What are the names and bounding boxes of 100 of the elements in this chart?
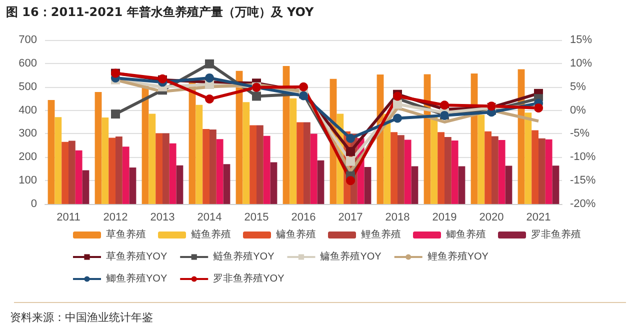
text: 资料来源：中国渔业统计年鉴 (10, 310, 153, 325)
y-tick-label: 100 (18, 174, 37, 187)
bar (404, 140, 412, 204)
bar (102, 118, 109, 204)
y2-tick-label: -5% (570, 128, 590, 140)
point (346, 156, 355, 166)
bar (545, 139, 552, 204)
point (346, 134, 355, 143)
bar (68, 140, 76, 204)
legend-label: 鲤鱼养殖YOY (427, 250, 489, 262)
y-tick-label: 300 (18, 128, 37, 140)
point (299, 82, 308, 92)
bar (162, 133, 170, 204)
legend-label: 草鱼养殖YOY (106, 250, 168, 262)
legend-label: 鲢鱼养殖 (191, 228, 231, 240)
y-tick-label: 500 (18, 80, 37, 93)
legend-label: 鲢鱼养殖YOY (213, 250, 275, 262)
bar (492, 136, 498, 204)
x-tick-label: 2020 (479, 212, 504, 224)
legend-label: 鲤鱼养殖 (361, 228, 401, 240)
bar (148, 114, 156, 204)
x-tick-label: 2013 (150, 212, 175, 224)
bar (364, 166, 372, 204)
bar (176, 165, 184, 204)
bar (524, 112, 532, 204)
bar (108, 138, 116, 204)
y-tick-label: 700 (18, 34, 37, 46)
point (393, 114, 402, 123)
point (440, 100, 449, 110)
x-tick-label: 2012 (103, 212, 128, 224)
point (205, 59, 214, 68)
bar (242, 102, 250, 204)
bar (552, 166, 560, 204)
legend-label: 鲫鱼养殖 (446, 228, 486, 240)
point (393, 100, 402, 109)
x-tick-label: 2011 (56, 212, 80, 224)
y-tick-label: 600 (18, 57, 37, 70)
point (205, 73, 214, 82)
bar (478, 114, 485, 204)
y2-tick-label: 5% (570, 80, 586, 93)
bar (250, 125, 256, 204)
bar (210, 129, 216, 204)
bar (116, 136, 122, 204)
bar (532, 130, 538, 204)
y-tick-label: 200 (18, 151, 37, 164)
bar (94, 92, 102, 204)
bar (75, 150, 82, 204)
bar (444, 136, 452, 204)
bar (54, 117, 62, 204)
bar (129, 167, 136, 204)
x-tick-label: 2014 (197, 212, 222, 224)
bar (196, 104, 203, 204)
y-tick-label: 400 (18, 104, 37, 116)
bar (216, 139, 224, 204)
bar (263, 136, 270, 204)
bar (270, 162, 278, 204)
y2-tick-label: 10% (570, 57, 592, 70)
bar (122, 146, 130, 204)
bar (62, 142, 68, 204)
bar (169, 143, 176, 204)
bar (202, 129, 210, 204)
point (111, 110, 120, 119)
bar (317, 160, 324, 204)
x-tick-label: 2017 (338, 212, 363, 224)
x-tick-label: 2019 (432, 212, 457, 224)
point (252, 92, 261, 101)
legend-label: 罗非鱼养殖YOY (213, 272, 285, 284)
bar (411, 166, 418, 204)
legend-label: 草鱼养殖 (106, 228, 146, 240)
legend-label: 鳙鱼养殖 (276, 228, 316, 240)
bar (458, 166, 466, 204)
x-tick-label: 2021 (526, 212, 551, 224)
x-tick-label: 2018 (385, 212, 410, 224)
legend-label: 鳙鱼养殖YOY (320, 250, 382, 262)
y2-tick-label: -10% (570, 151, 596, 164)
chart-title: 图 16：2011-2021 年普水鱼养殖产量（万吨）及 YOY (6, 4, 314, 21)
legend-label: 罗非鱼养殖 (531, 228, 581, 240)
y2-tick-label: 0% (570, 104, 586, 116)
bar (498, 140, 506, 204)
bar (304, 122, 310, 204)
point (205, 94, 214, 104)
x-tick-label: 2016 (291, 212, 316, 224)
point (346, 147, 355, 156)
bar (505, 166, 512, 204)
bar (48, 100, 55, 204)
y-tick-label: 0 (30, 198, 37, 210)
x-tick-label: 2015 (244, 212, 269, 224)
bar (398, 135, 404, 204)
bar (430, 114, 438, 204)
bar (484, 131, 492, 204)
bar (156, 133, 162, 204)
bar (538, 138, 546, 204)
y2-tick-label: -15% (570, 174, 596, 187)
bar (296, 122, 304, 204)
bar (451, 140, 458, 204)
bar (223, 164, 230, 204)
bar (310, 134, 318, 204)
y2-tick-label: -20% (570, 198, 596, 210)
bar (290, 98, 297, 204)
bar (82, 170, 90, 204)
